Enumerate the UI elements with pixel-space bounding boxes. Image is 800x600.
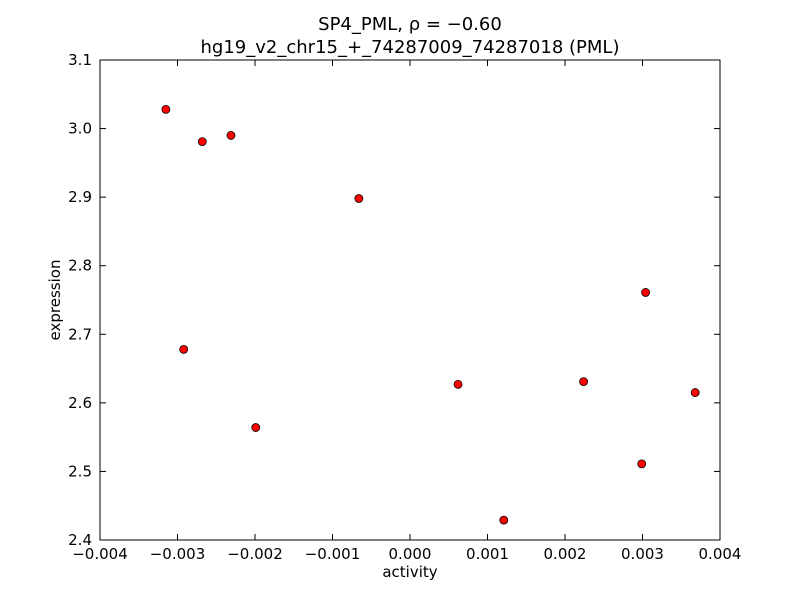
y-tick-label: 2.7	[68, 325, 92, 343]
y-tick-label: 2.9	[68, 188, 92, 206]
data-point	[354, 194, 364, 203]
data-point	[161, 104, 171, 114]
data-point	[226, 131, 236, 140]
data-point	[637, 459, 647, 469]
y-tick-label: 2.6	[68, 394, 92, 412]
plot-area	[99, 59, 721, 541]
x-tick-label: −0.001	[305, 545, 361, 563]
data-point	[641, 288, 650, 297]
data-point	[251, 423, 261, 432]
x-tick-label: 0.002	[544, 545, 587, 563]
y-tick-label: 3.0	[68, 120, 92, 138]
data-point	[499, 515, 509, 525]
data-point	[579, 377, 588, 387]
chart-title: SP4_PML, ρ = −0.60	[318, 14, 502, 35]
data-point	[197, 137, 207, 147]
data-point	[179, 344, 189, 354]
y-axis-ticks: 2.4 2.5 2.6 2.7 2.8 2.9 3.0 3.1	[68, 51, 720, 549]
y-tick-label: 2.8	[68, 257, 92, 275]
x-tick-label: 0.000	[389, 545, 432, 563]
y-tick-label: 3.1	[68, 51, 92, 69]
y-axis-label: expression	[46, 260, 64, 341]
y-tick-label: 2.4	[68, 531, 92, 549]
x-tick-label: 0.001	[466, 545, 509, 563]
x-axis-label: activity	[382, 563, 437, 581]
x-axis-ticks: −0.004 −0.003 −0.002 −0.001 0.000 0.001 0.002 0…	[72, 60, 741, 563]
x-tick-label: −0.002	[227, 545, 283, 563]
x-tick-label: −0.003	[150, 545, 206, 563]
data-points	[161, 104, 700, 525]
x-tick-label: 0.004	[699, 545, 742, 563]
x-tick-label: 0.003	[621, 545, 664, 563]
chart-subtitle: hg19_v2_chr15_+_74287009_74287018 (PML)	[201, 37, 620, 58]
data-point	[690, 388, 700, 397]
x-tick-label: −0.004	[72, 545, 128, 563]
data-point	[453, 379, 463, 389]
y-tick-label: 2.5	[68, 462, 92, 480]
